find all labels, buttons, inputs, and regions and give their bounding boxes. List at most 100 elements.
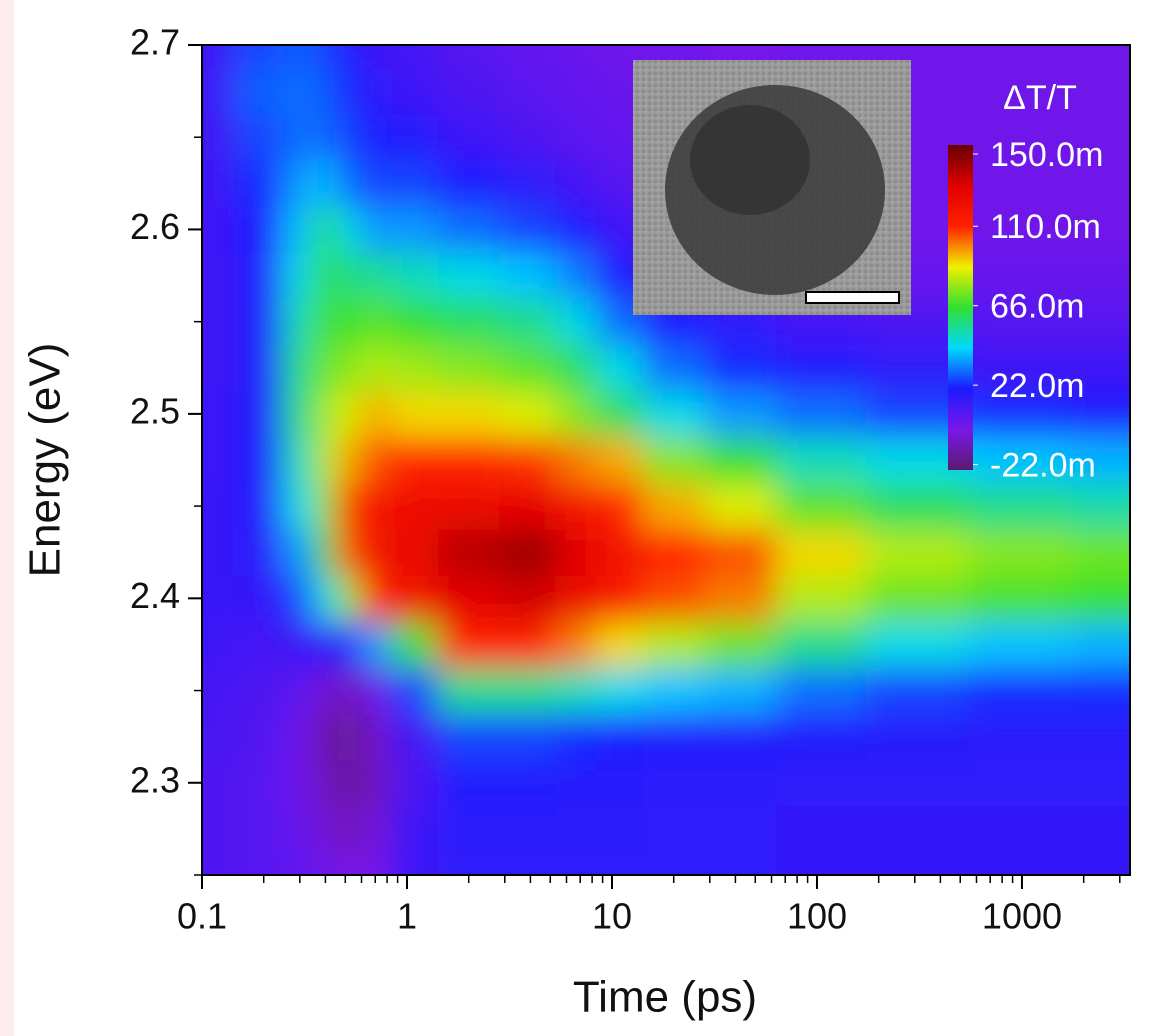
heat-cell: [776, 805, 867, 853]
colorbar-ticks: 150.0m 110.0m 66.0m 22.0m -22.0m: [973, 136, 1103, 485]
heat-cell: [437, 851, 501, 875]
heat-cell: [202, 529, 234, 576]
heat-cell: [335, 529, 361, 576]
heat-cell: [335, 45, 361, 69]
heat-cell: [499, 206, 556, 253]
heat-cell: [499, 436, 556, 484]
heat-cell: [499, 621, 556, 668]
heat-cell: [360, 45, 392, 69]
heat-cell: [391, 68, 439, 115]
heat-cell: [968, 45, 1072, 69]
heat-cell: [437, 713, 501, 761]
heat-cell: [202, 344, 234, 392]
heat-cell: [437, 621, 501, 668]
y-axis-title: Energy (eV): [21, 343, 70, 578]
heat-cell: [202, 851, 234, 875]
heat-cell: [865, 667, 969, 715]
colorbar-tick-label: 22.0m: [990, 367, 1085, 405]
heat-cell: [1070, 529, 1130, 576]
heat-cell: [312, 206, 336, 253]
heat-cell: [555, 529, 597, 576]
heat-cell: [360, 759, 392, 807]
heat-cell: [865, 759, 969, 807]
heat-cell: [335, 436, 361, 484]
heat-cell: [360, 436, 392, 484]
heat-cell: [232, 344, 283, 392]
heat-cell: [555, 114, 597, 161]
heat-cell: [312, 667, 336, 715]
heat-cell: [202, 483, 234, 530]
y-tick-label: 2.4: [130, 575, 180, 616]
heat-cell: [335, 252, 361, 300]
heat-cell: [1070, 667, 1130, 715]
heat-cell: [391, 45, 439, 69]
heat-cell: [555, 713, 597, 761]
heat-cell: [391, 759, 439, 807]
heat-cell: [555, 805, 597, 853]
heat-cell: [360, 298, 392, 346]
colorbar: [948, 145, 973, 470]
heat-cell: [499, 114, 556, 161]
heat-cell: [1070, 252, 1130, 300]
heat-cell: [968, 390, 1072, 438]
heat-cell: [232, 206, 283, 253]
heat-cell: [335, 759, 361, 807]
heat-cell: [232, 483, 283, 530]
heat-cell: [968, 805, 1072, 853]
heat-cell: [499, 298, 556, 346]
heat-cell: [642, 344, 706, 392]
colorbar-tick-label: 150.0m: [990, 136, 1103, 174]
heat-cell: [596, 667, 644, 715]
heat-cell: [499, 344, 556, 392]
heat-cell: [232, 160, 283, 207]
heat-cell: [312, 298, 336, 346]
heat-cell: [312, 252, 336, 300]
heat-cell: [202, 436, 234, 484]
heat-cell: [202, 45, 234, 69]
heat-cell: [776, 344, 867, 392]
heat-cell: [968, 575, 1072, 622]
heat-cell: [335, 621, 361, 668]
heat-cell: [281, 68, 314, 115]
heat-cell: [391, 298, 439, 346]
heat-cell: [391, 160, 439, 207]
heat-cell: [1070, 575, 1130, 622]
inset-image: [633, 60, 911, 315]
heat-cell: [437, 206, 501, 253]
y-tick-label: 2.5: [130, 390, 180, 431]
heat-cell: [642, 390, 706, 438]
scale-bar: [805, 291, 900, 304]
heat-cell: [360, 667, 392, 715]
heat-cell: [202, 667, 234, 715]
heat-cell: [232, 45, 283, 69]
heat-cell: [1070, 160, 1130, 207]
heat-cell: [1070, 298, 1130, 346]
heat-cell: [312, 160, 336, 207]
heat-cell: [391, 483, 439, 530]
heat-cell: [391, 344, 439, 392]
heatmap: [202, 45, 1130, 875]
heat-cell: [499, 45, 556, 69]
heat-cell: [642, 713, 706, 761]
heat-cell: [499, 713, 556, 761]
heat-cell: [555, 252, 597, 300]
heat-cell: [202, 805, 234, 853]
heat-cell: [312, 851, 336, 875]
heat-cell: [360, 483, 392, 530]
heat-cell: [312, 575, 336, 622]
heat-cell: [281, 805, 314, 853]
heat-cell: [968, 529, 1072, 576]
heat-cell: [312, 436, 336, 484]
heat-cell: [776, 667, 867, 715]
heat-cell: [865, 621, 969, 668]
heat-cell: [704, 713, 777, 761]
y-tick-label: 2.6: [130, 206, 180, 247]
heat-cell: [555, 206, 597, 253]
heat-cell: [968, 68, 1072, 115]
heat-cell: [1070, 759, 1130, 807]
heat-cell: [391, 805, 439, 853]
heat-cell: [437, 68, 501, 115]
heat-cell: [391, 529, 439, 576]
heat-cell: [202, 390, 234, 438]
heat-cell: [642, 851, 706, 875]
